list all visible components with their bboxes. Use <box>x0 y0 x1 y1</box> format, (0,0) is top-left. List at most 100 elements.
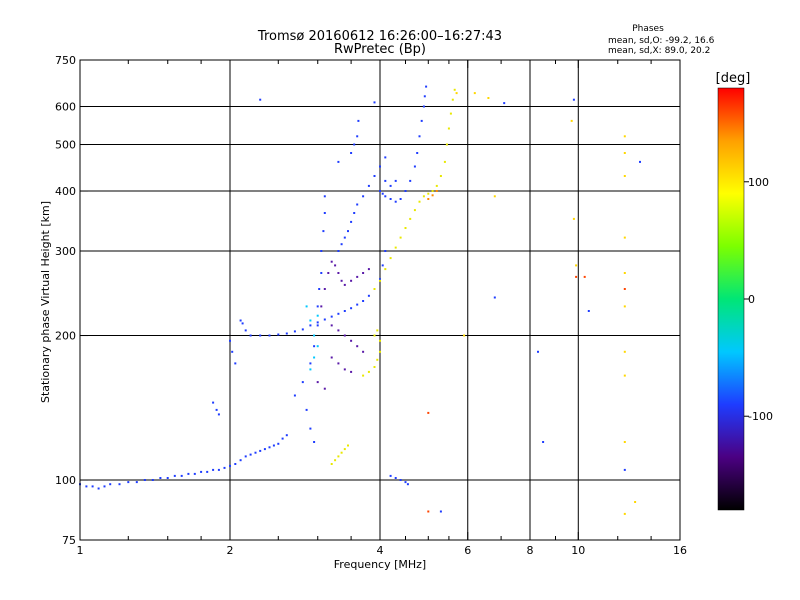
grid-lines <box>80 60 680 540</box>
data-point <box>379 190 381 192</box>
data-point <box>431 190 434 192</box>
colorbar-tick-label: 0 <box>748 293 755 306</box>
data-point <box>193 472 196 475</box>
data-point <box>399 479 402 481</box>
data-point <box>277 333 280 336</box>
data-point <box>575 264 578 267</box>
data-point <box>353 212 356 214</box>
data-point <box>623 288 626 290</box>
colorbar-tick-label: 100 <box>748 176 769 189</box>
data-point <box>389 198 392 200</box>
data-point <box>384 250 387 252</box>
data-point <box>413 165 416 168</box>
data-point <box>381 192 384 195</box>
data-point <box>97 487 100 490</box>
data-point <box>343 334 346 337</box>
data-point <box>427 411 430 414</box>
data-point <box>362 195 365 198</box>
y-tick-label: 100 <box>55 474 76 487</box>
data-point <box>362 300 365 302</box>
data-point <box>343 448 346 451</box>
data-point <box>623 350 626 353</box>
data-point <box>575 275 578 278</box>
data-point <box>634 501 637 503</box>
x-tick-label: 8 <box>527 544 534 557</box>
data-point <box>376 329 379 332</box>
data-point <box>406 483 409 486</box>
data-point <box>330 463 333 465</box>
data-point <box>229 464 231 467</box>
data-point <box>323 318 326 321</box>
data-point <box>394 200 397 203</box>
data-point <box>431 194 434 197</box>
data-point <box>423 95 426 98</box>
x-axis-label: Frequency [MHz] <box>334 558 426 571</box>
data-point <box>487 97 490 99</box>
colorbar <box>717 87 745 511</box>
data-point <box>389 474 392 477</box>
data-point <box>362 272 365 274</box>
data-point <box>259 449 262 452</box>
data-point <box>91 485 94 488</box>
data-point <box>337 250 340 252</box>
data-point <box>320 250 323 252</box>
y-tick-label: 500 <box>55 139 76 152</box>
data-point <box>316 324 319 327</box>
data-point <box>583 275 586 278</box>
data-point <box>320 305 323 308</box>
data-point <box>384 195 387 198</box>
data-point <box>239 459 242 462</box>
data-point <box>418 200 421 203</box>
data-point <box>362 350 365 353</box>
data-point <box>330 324 333 327</box>
data-point <box>301 328 304 331</box>
data-point <box>316 381 319 384</box>
data-point <box>409 217 412 220</box>
data-point <box>305 305 308 308</box>
data-point <box>422 105 425 108</box>
data-point <box>343 283 346 286</box>
data-point <box>623 135 626 138</box>
data-point <box>309 368 312 371</box>
data-point <box>623 512 626 515</box>
data-point <box>313 345 316 348</box>
data-point <box>389 257 392 260</box>
data-point <box>373 175 376 177</box>
data-point <box>427 510 430 513</box>
data-point <box>309 362 312 365</box>
data-point <box>379 165 381 168</box>
data-point <box>435 190 438 192</box>
data-point <box>356 303 359 306</box>
data-point <box>316 345 319 348</box>
data-point <box>373 101 376 104</box>
data-point <box>268 334 271 337</box>
x-tick-label: 2 <box>227 544 234 557</box>
data-point <box>350 152 353 154</box>
data-point <box>343 236 346 239</box>
data-point <box>316 321 319 324</box>
data-point <box>263 448 266 451</box>
data-point <box>334 264 337 267</box>
data-point <box>399 198 402 200</box>
data-point <box>334 459 337 462</box>
data-point <box>350 307 353 310</box>
data-point <box>244 455 247 458</box>
data-point <box>623 272 626 274</box>
data-point <box>367 268 370 271</box>
data-point <box>118 483 121 486</box>
data-point <box>234 463 237 465</box>
data-point <box>463 334 466 337</box>
data-point <box>623 468 626 471</box>
data-point <box>143 479 146 481</box>
data-point <box>293 330 296 333</box>
data-point <box>323 212 326 214</box>
data-point <box>367 294 370 297</box>
data-point <box>327 272 330 274</box>
data-point <box>206 470 209 473</box>
data-point <box>427 192 430 195</box>
data-point <box>309 427 312 430</box>
data-point <box>313 334 316 337</box>
data-point <box>572 98 575 101</box>
data-point <box>394 179 397 182</box>
data-point <box>453 88 456 91</box>
